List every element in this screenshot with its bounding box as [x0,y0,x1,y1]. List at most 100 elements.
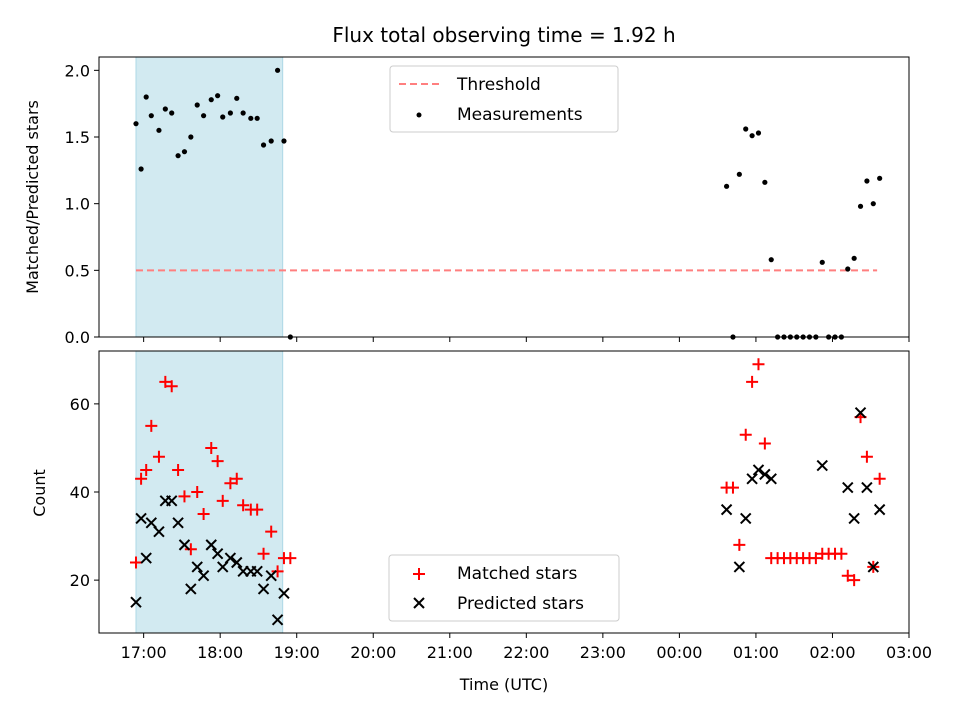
measurement-point [181,149,188,155]
bottom-y-tick-label: 60 [70,395,90,414]
x-tick-label: 01:00 [733,643,779,662]
matched-stars-point [848,574,861,587]
measurement-point [133,121,139,127]
measurement-point [762,179,768,185]
bottom-x-ticks: 17:00 18:00 19:00 20:00 21:00 22:00 23:00 00:00… [121,633,932,662]
legend-predicted-label: Predicted stars [457,594,584,614]
matched-stars-point [152,450,165,463]
bottom-y-ticks: 20 40 60 [70,395,99,590]
legend-matched-swatch [413,568,425,580]
measurement-point [857,203,864,209]
predicted-stars-point [765,473,777,485]
bottom-observing-span [135,350,284,634]
matched-stars-point [873,472,886,485]
predicted-stars-point [140,552,152,564]
measurement-point [851,255,857,261]
measurement-point [819,259,825,265]
top-observing-span [135,56,284,338]
x-tick-label: 17:00 [121,643,167,662]
matched-stars-point [835,547,848,560]
measurement-point [227,110,233,116]
top-axes-frame [98,56,910,338]
matched-stars-point [165,380,178,393]
measurement-point [162,106,168,112]
bottom-legend-box [388,554,620,622]
predicted-stars-point [197,570,210,582]
predicted-stars-point [178,539,191,551]
matched-stars-point [733,538,746,551]
matched-stars-point [197,508,210,521]
top-y-tick-label: 1.5 [65,128,90,147]
legend-predicted-swatch [413,597,425,609]
predicted-stars-point [752,464,765,476]
matched-stars-point [271,565,284,578]
measurement-point [240,110,246,116]
matched-stars-point [184,543,197,556]
predicted-stars-point [153,525,165,538]
measurement-point [755,130,762,136]
measurement-point [268,138,274,144]
measurement-point [208,97,214,103]
matched-stars-point [129,556,142,569]
x-tick-label: 19:00 [274,643,320,662]
predicted-stars-point [842,481,854,494]
matched-stars-point [191,486,204,498]
top-panel: 0.00.51.01.52.0 Matched/Predicted stars … [23,56,910,347]
x-tick-label: 20:00 [350,643,396,662]
predicted-stars-point [185,583,197,595]
x-tick-label: 23:00 [580,643,626,662]
matched-stars-point [172,463,185,476]
x-tick-label: 00:00 [656,643,702,662]
measurement-point [260,142,267,148]
top-y-tick-label: 0.0 [65,328,90,347]
x-tick-label: 18:00 [197,643,243,662]
top-y-ticks: 0.0 0.5 1.0 1.5 2.0 [65,61,99,347]
matched-stars-point [752,358,765,371]
predicted-stars-point [224,552,237,564]
predicted-stars-point [211,547,224,560]
matched-stars-point [251,503,264,516]
predicted-stars-point [861,481,873,494]
matched-stars-point [265,525,278,538]
predicted-stars-point [278,587,290,600]
measurement-point [220,114,226,120]
measurement-point [870,201,876,207]
predicted-stars-point [271,614,284,626]
bottom-y-axis-label: Count [30,469,49,517]
matched-stars-point [178,490,191,503]
predicted-stars-point [130,596,142,608]
matched-stars-point [145,419,158,432]
measurement-point [194,102,200,108]
measurement-point [743,126,749,132]
matched-stars-point [159,375,172,388]
legend-measurements-label: Measurements [457,105,583,125]
matched-stars-point [726,481,739,494]
predicted-stars-point [265,570,277,582]
x-axis-label: Time (UTC) [459,675,548,694]
top-y-axis-label: Matched/Predicted stars [23,100,42,294]
measurement-point [248,115,254,121]
measurement-point [215,93,221,99]
predicted-stars-point [759,468,771,481]
predicted-stars-point [166,495,178,507]
measurement-point [254,115,260,121]
matched-stars-point [257,547,270,560]
predicted-stars-point [816,459,828,472]
legend-matched-label: Matched stars [457,564,577,584]
measurement-point [138,166,144,172]
measurement-point [749,133,755,139]
legend-measurements-swatch [416,112,422,118]
measurement-point [175,153,181,159]
x-tick-label: 02:00 [809,643,855,662]
predicted-stars-point [733,561,746,573]
predicted-stars-point [873,503,886,516]
bottom-legend: Matched stars Predicted stars [388,554,620,622]
predicted-stars-point [848,512,860,525]
measurement-point [169,110,175,116]
matched-stars-point [758,437,771,450]
matched-stars-point [216,494,229,507]
measurement-point [877,175,883,181]
x-tick-label: 21:00 [427,643,473,662]
measurement-point [845,266,851,272]
